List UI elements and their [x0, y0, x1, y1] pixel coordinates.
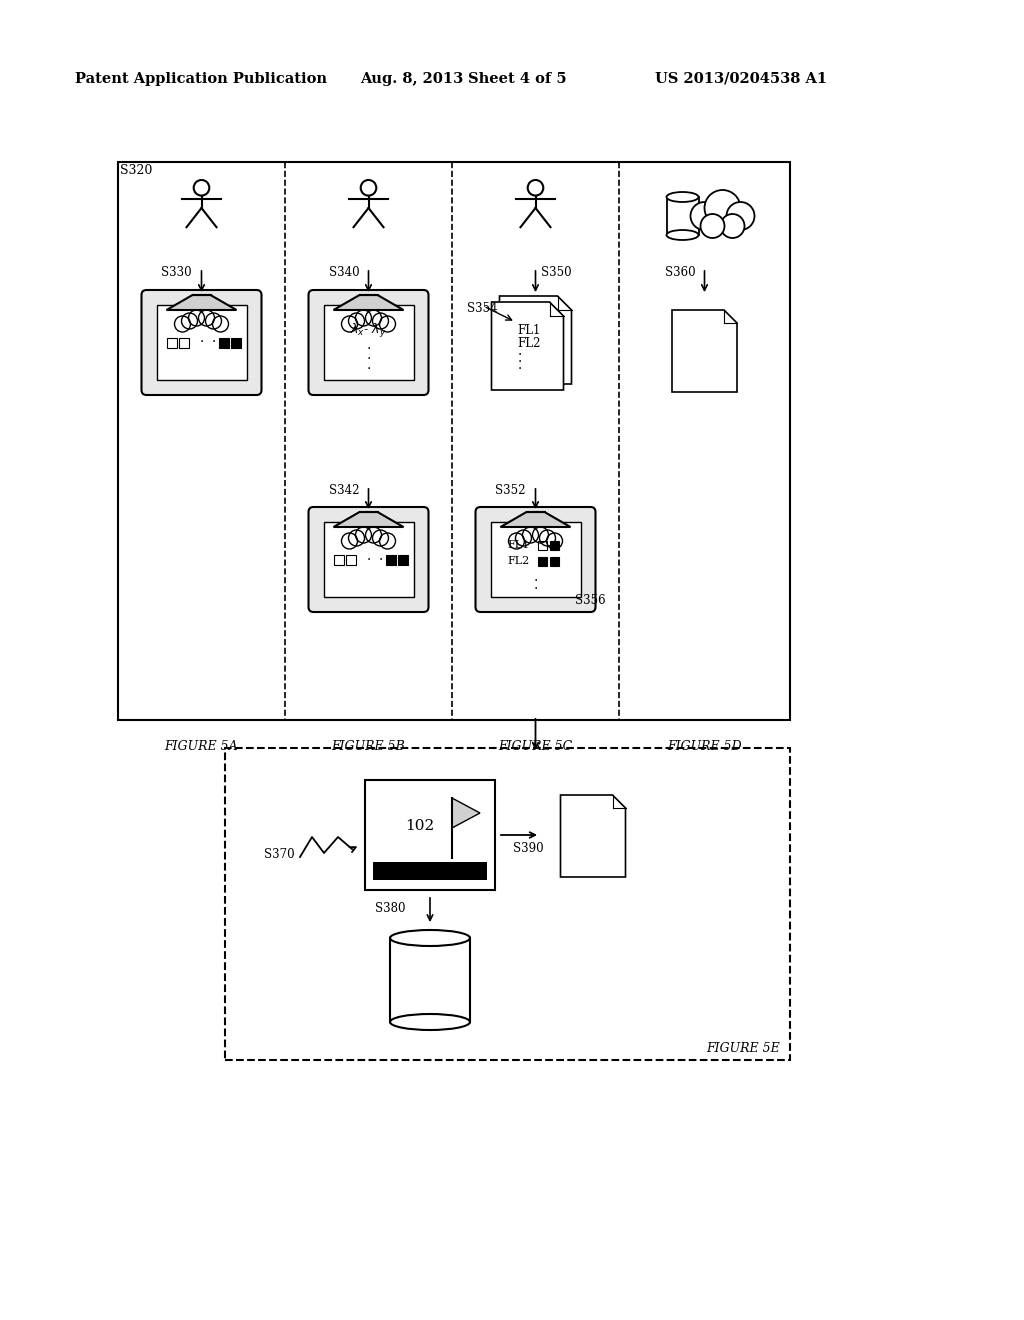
Bar	[218, 338, 228, 347]
Bar	[230, 338, 241, 347]
Polygon shape	[492, 302, 563, 389]
Ellipse shape	[667, 191, 698, 202]
Circle shape	[705, 190, 740, 226]
Bar	[385, 554, 395, 565]
Text: ·: ·	[517, 362, 522, 376]
Text: FIGURE 5C: FIGURE 5C	[499, 741, 572, 752]
Bar	[550, 541, 558, 549]
Circle shape	[721, 214, 744, 238]
Text: ·: ·	[367, 553, 371, 566]
Text: 102: 102	[406, 820, 434, 833]
Bar	[390, 939, 470, 1022]
Bar	[345, 554, 355, 565]
Text: ·: ·	[367, 352, 371, 366]
FancyBboxPatch shape	[475, 507, 596, 612]
Polygon shape	[167, 294, 237, 310]
Text: FL2: FL2	[517, 337, 541, 350]
Circle shape	[700, 214, 725, 238]
Bar	[324, 521, 414, 597]
FancyBboxPatch shape	[308, 290, 428, 395]
Text: ·: ·	[517, 355, 522, 368]
Text: S370: S370	[264, 849, 295, 862]
Bar	[118, 162, 790, 719]
Text: FL1: FL1	[517, 323, 541, 337]
Text: ·: ·	[517, 347, 522, 362]
Text: ·: ·	[534, 574, 538, 589]
Text: ·: ·	[367, 342, 371, 356]
Text: US 2013/0204538 A1: US 2013/0204538 A1	[655, 73, 827, 86]
Text: FIGURE 5A: FIGURE 5A	[165, 741, 239, 752]
Bar	[550, 557, 558, 566]
Ellipse shape	[390, 1014, 470, 1030]
Text: FL1: FL1	[508, 540, 529, 550]
Text: S342: S342	[329, 483, 359, 496]
Text: S356: S356	[575, 594, 606, 606]
Bar	[324, 305, 414, 380]
Bar	[334, 554, 343, 565]
Circle shape	[690, 202, 719, 230]
Text: Sheet 4 of 5: Sheet 4 of 5	[468, 73, 566, 86]
Bar	[538, 541, 547, 549]
Bar	[365, 780, 495, 890]
Text: S354: S354	[468, 301, 498, 314]
Text: S352: S352	[496, 483, 526, 496]
Polygon shape	[334, 512, 403, 527]
Bar	[157, 305, 247, 380]
Polygon shape	[560, 795, 626, 876]
Bar	[225, 748, 790, 1060]
Text: S340: S340	[329, 265, 359, 279]
Text: Aug. 8, 2013: Aug. 8, 2013	[360, 73, 463, 86]
Text: FIGURE 5E: FIGURE 5E	[707, 1041, 780, 1055]
Text: FL2: FL2	[508, 556, 529, 566]
Text: S390: S390	[513, 842, 544, 854]
Polygon shape	[672, 310, 737, 392]
Text: ·: ·	[367, 362, 371, 376]
Text: $\lambda_x$- $\lambda_y$: $\lambda_x$- $\lambda_y$	[350, 322, 387, 341]
Text: ·: ·	[200, 335, 204, 350]
Text: S350: S350	[541, 265, 571, 279]
FancyBboxPatch shape	[141, 290, 261, 395]
Text: S380: S380	[375, 902, 406, 915]
Polygon shape	[334, 294, 403, 310]
Bar	[538, 557, 547, 566]
Polygon shape	[452, 799, 480, 828]
Polygon shape	[501, 512, 570, 527]
Ellipse shape	[390, 931, 470, 946]
Ellipse shape	[667, 230, 698, 240]
Text: ·: ·	[534, 582, 538, 597]
FancyBboxPatch shape	[308, 507, 428, 612]
Text: S330: S330	[162, 265, 193, 279]
Text: FIGURE 5B: FIGURE 5B	[332, 741, 406, 752]
Text: S320: S320	[120, 164, 153, 177]
Bar	[397, 554, 408, 565]
Bar	[490, 521, 581, 597]
Bar	[667, 197, 698, 235]
Text: ·: ·	[378, 553, 383, 566]
Circle shape	[726, 202, 755, 230]
Polygon shape	[500, 296, 571, 384]
Text: S360: S360	[665, 265, 695, 279]
Bar	[178, 338, 188, 347]
Bar	[167, 338, 176, 347]
Text: ·: ·	[211, 335, 216, 350]
Text: FIGURE 5D: FIGURE 5D	[668, 741, 741, 752]
Bar	[373, 862, 487, 880]
Text: Patent Application Publication: Patent Application Publication	[75, 73, 327, 86]
